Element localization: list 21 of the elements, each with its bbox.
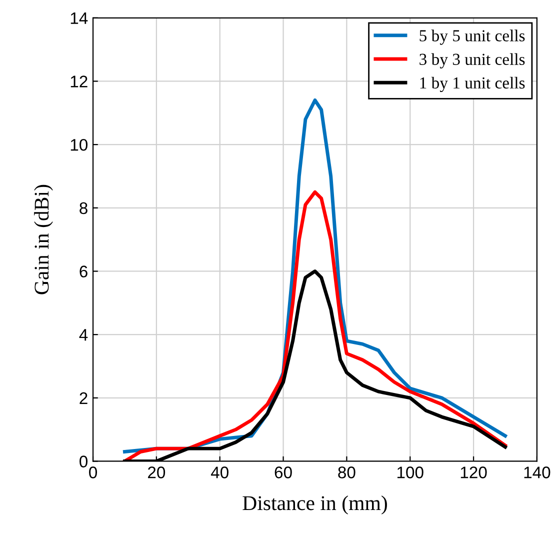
x-axis-title: Distance in (mm): [242, 496, 387, 514]
x-tick-label: 80: [338, 466, 356, 478]
y-tick-label: 4: [79, 329, 88, 341]
x-tick-label: 40: [210, 466, 228, 478]
y-tick-label: 8: [80, 202, 88, 214]
y-tick-label: 10: [70, 138, 88, 151]
x-tick-label: 140: [524, 466, 550, 478]
legend-label: 1 by 1 unit cells: [420, 76, 525, 92]
y-tick-label: 0: [80, 456, 88, 468]
x-tick-label: 60: [274, 466, 292, 478]
legend-label: 3 by 3 unit cells: [420, 53, 525, 68]
y-tick-label: 14: [70, 12, 88, 24]
x-tick-label: 100: [397, 466, 424, 478]
x-tick-label: 0: [89, 466, 97, 478]
y-tick-label: 2: [80, 392, 88, 404]
y-tick-label: 6: [80, 266, 88, 278]
x-tick-label: 20: [148, 466, 166, 478]
y-tick-label: 12: [70, 76, 88, 88]
x-tick-label: 120: [460, 466, 487, 478]
legend-label: 5 by 5 unit cells: [420, 30, 525, 45]
y-axis-title: Gain in (dBi): [34, 184, 53, 294]
